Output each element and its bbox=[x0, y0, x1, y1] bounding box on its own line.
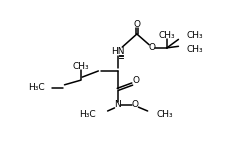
Text: O: O bbox=[132, 76, 140, 85]
Text: CH₃: CH₃ bbox=[156, 110, 173, 119]
Text: O: O bbox=[149, 43, 156, 52]
Text: H₃C: H₃C bbox=[79, 110, 96, 119]
Text: H₃C: H₃C bbox=[28, 83, 44, 92]
Text: O: O bbox=[132, 100, 139, 109]
Text: CH₃: CH₃ bbox=[187, 31, 204, 40]
Text: HN: HN bbox=[111, 47, 124, 56]
Text: CH₃: CH₃ bbox=[72, 62, 89, 71]
Text: CH₃: CH₃ bbox=[159, 31, 175, 40]
Text: O: O bbox=[133, 20, 140, 29]
Text: CH₃: CH₃ bbox=[187, 45, 204, 54]
Text: N: N bbox=[114, 100, 121, 109]
